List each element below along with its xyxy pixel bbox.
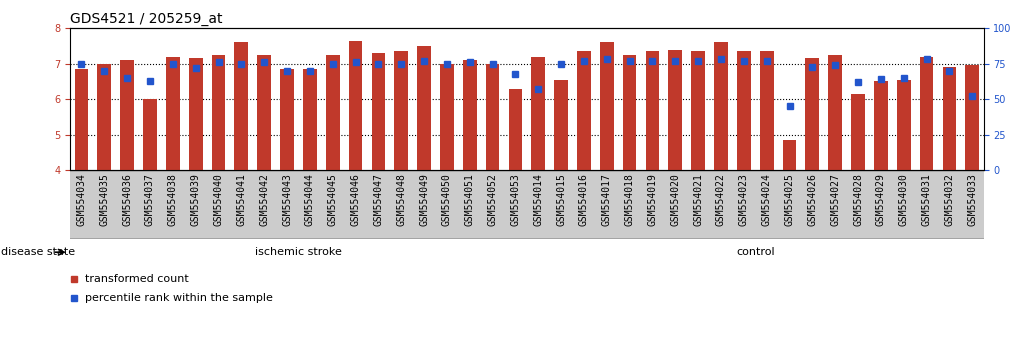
Bar bbox=[440, 64, 454, 170]
Text: GSM554027: GSM554027 bbox=[830, 173, 840, 226]
Text: GSM554025: GSM554025 bbox=[785, 173, 794, 226]
Bar bbox=[98, 64, 111, 170]
Bar bbox=[577, 51, 591, 170]
Text: GSM554046: GSM554046 bbox=[350, 173, 360, 226]
Text: GSM554043: GSM554043 bbox=[282, 173, 293, 226]
Bar bbox=[942, 67, 956, 170]
Text: GSM554028: GSM554028 bbox=[853, 173, 863, 226]
Text: GSM554018: GSM554018 bbox=[624, 173, 634, 226]
Text: GSM554040: GSM554040 bbox=[213, 173, 224, 226]
Bar bbox=[258, 55, 271, 170]
Bar bbox=[691, 51, 705, 170]
Bar bbox=[623, 55, 637, 170]
Text: GSM554014: GSM554014 bbox=[534, 173, 543, 226]
Text: GDS4521 / 205259_at: GDS4521 / 205259_at bbox=[70, 12, 222, 26]
Bar bbox=[965, 65, 980, 170]
Bar bbox=[646, 51, 659, 170]
Text: GSM554017: GSM554017 bbox=[602, 173, 612, 226]
Text: GSM554029: GSM554029 bbox=[876, 173, 886, 226]
Text: disease state: disease state bbox=[1, 247, 75, 257]
Bar bbox=[143, 99, 157, 170]
Bar bbox=[349, 41, 363, 170]
Text: control: control bbox=[735, 247, 775, 257]
Text: GSM554015: GSM554015 bbox=[556, 173, 566, 226]
Text: GSM554033: GSM554033 bbox=[967, 173, 977, 226]
Text: GSM554051: GSM554051 bbox=[465, 173, 475, 226]
Bar bbox=[235, 42, 248, 170]
Text: GSM554022: GSM554022 bbox=[716, 173, 726, 226]
Bar bbox=[714, 42, 728, 170]
Bar bbox=[417, 46, 431, 170]
Bar bbox=[783, 140, 796, 170]
Bar bbox=[74, 69, 89, 170]
Text: GSM554048: GSM554048 bbox=[397, 173, 406, 226]
Text: GSM554053: GSM554053 bbox=[511, 173, 520, 226]
Bar bbox=[394, 51, 408, 170]
Text: GSM554020: GSM554020 bbox=[671, 173, 680, 226]
Text: GSM554037: GSM554037 bbox=[145, 173, 154, 226]
Text: GSM554030: GSM554030 bbox=[899, 173, 908, 226]
Bar bbox=[166, 57, 179, 170]
Bar bbox=[188, 58, 203, 170]
Text: GSM554041: GSM554041 bbox=[236, 173, 246, 226]
Bar bbox=[509, 88, 522, 170]
Text: GSM554047: GSM554047 bbox=[374, 173, 383, 226]
Bar bbox=[897, 80, 911, 170]
Text: GSM554019: GSM554019 bbox=[648, 173, 657, 226]
Bar bbox=[121, 60, 134, 170]
Bar bbox=[737, 51, 751, 170]
Text: ischemic stroke: ischemic stroke bbox=[255, 247, 342, 257]
Text: GSM554049: GSM554049 bbox=[419, 173, 430, 226]
Bar bbox=[554, 80, 568, 170]
Bar bbox=[486, 64, 500, 170]
Bar bbox=[874, 81, 888, 170]
Text: GSM554044: GSM554044 bbox=[305, 173, 315, 226]
Text: GSM554034: GSM554034 bbox=[76, 173, 87, 226]
Text: GSM554035: GSM554035 bbox=[99, 173, 109, 226]
Bar bbox=[372, 53, 385, 170]
Bar bbox=[211, 55, 226, 170]
Text: GSM554032: GSM554032 bbox=[945, 173, 955, 226]
Bar bbox=[851, 94, 865, 170]
Text: GSM554050: GSM554050 bbox=[442, 173, 452, 226]
Text: GSM554026: GSM554026 bbox=[808, 173, 818, 226]
Bar bbox=[325, 55, 340, 170]
Bar bbox=[303, 69, 316, 170]
Bar bbox=[805, 58, 819, 170]
Text: GSM554023: GSM554023 bbox=[739, 173, 749, 226]
Bar bbox=[760, 51, 774, 170]
Text: GSM554042: GSM554042 bbox=[260, 173, 269, 226]
Bar bbox=[920, 57, 933, 170]
Bar bbox=[280, 69, 294, 170]
Text: GSM554045: GSM554045 bbox=[328, 173, 338, 226]
Text: GSM554024: GSM554024 bbox=[761, 173, 771, 226]
Text: GSM554038: GSM554038 bbox=[168, 173, 178, 226]
Bar bbox=[828, 55, 843, 170]
Text: GSM554021: GSM554021 bbox=[693, 173, 703, 226]
Bar bbox=[668, 50, 682, 170]
Bar bbox=[531, 57, 545, 170]
Text: GSM554052: GSM554052 bbox=[487, 173, 497, 226]
Bar bbox=[462, 60, 477, 170]
Text: GSM554016: GSM554016 bbox=[579, 173, 589, 226]
Text: percentile rank within the sample: percentile rank within the sample bbox=[84, 293, 273, 303]
Text: GSM554036: GSM554036 bbox=[123, 173, 132, 226]
Bar bbox=[599, 42, 614, 170]
Text: GSM554039: GSM554039 bbox=[191, 173, 201, 226]
Text: transformed count: transformed count bbox=[84, 274, 188, 284]
Text: GSM554031: GSM554031 bbox=[922, 173, 931, 226]
